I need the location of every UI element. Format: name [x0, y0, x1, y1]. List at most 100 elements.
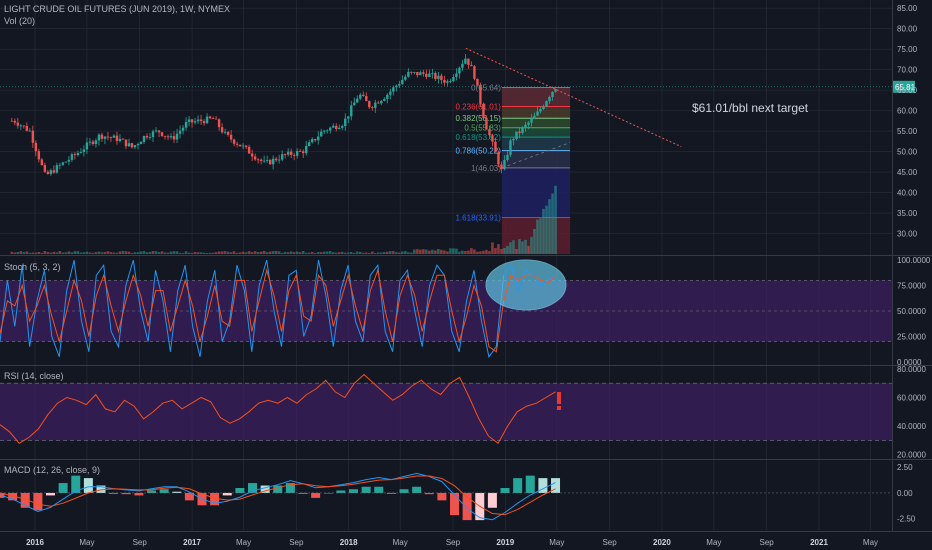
candle-body — [262, 160, 266, 162]
volume-bar — [46, 252, 50, 254]
candle-body — [130, 143, 134, 148]
candle-body — [401, 79, 404, 85]
volume-bar — [401, 251, 404, 254]
candle-body — [497, 152, 500, 165]
candle-body — [548, 97, 551, 102]
volume-bar — [346, 252, 350, 254]
candle-body — [61, 162, 65, 165]
candle-body — [235, 143, 239, 145]
volume-bar — [172, 251, 176, 254]
candle-body — [467, 58, 470, 65]
volume-bar — [479, 251, 482, 254]
volume-bar — [361, 252, 365, 254]
candle-body — [509, 140, 512, 155]
volume-bar — [217, 251, 221, 254]
volume-bar — [422, 249, 425, 254]
volume-bar — [196, 252, 200, 254]
volume-bar — [136, 252, 140, 254]
x-tick-label: Sep — [289, 538, 304, 547]
candle-body — [136, 144, 140, 146]
stoch-d-line — [0, 268, 556, 353]
candle-body — [196, 119, 200, 122]
exclamation-mark-icon — [557, 406, 561, 410]
x-tick-label: 2017 — [183, 538, 201, 547]
x-tick-label: 2018 — [340, 538, 358, 547]
x-tick-label: May — [706, 538, 721, 547]
volume-bar — [31, 252, 35, 254]
candle-body — [344, 118, 347, 127]
volume-bar — [154, 251, 158, 254]
volume-bar — [262, 251, 266, 254]
candle-body — [419, 72, 422, 76]
x-tick-label: May — [393, 538, 408, 547]
volume-bar — [551, 193, 554, 254]
volume-bar — [446, 251, 449, 254]
candle-body — [40, 159, 44, 166]
volume-bar — [16, 251, 20, 254]
volume-bar — [449, 248, 452, 254]
candle-body — [359, 94, 362, 99]
volume-bar — [187, 252, 191, 254]
volume-bar — [482, 250, 485, 254]
volume-bar — [334, 252, 338, 254]
volume-bar — [527, 245, 530, 254]
candle-body — [88, 141, 92, 143]
candle-body — [148, 137, 152, 138]
macd-histogram-bar — [172, 491, 182, 493]
candle-body — [175, 133, 179, 140]
macd-histogram-bar — [210, 492, 220, 506]
fib-level-label: 1(46.03) — [471, 164, 501, 173]
rsi-tick-label: 40.0000 — [897, 422, 926, 431]
macd-histogram-bar — [33, 492, 43, 511]
candle-body — [407, 71, 410, 77]
volume-bar — [22, 252, 26, 254]
candle-body — [103, 136, 107, 139]
volume-bar — [163, 252, 167, 254]
macd-histogram-bar — [121, 492, 131, 495]
volume-bar — [139, 251, 143, 254]
candle-body — [533, 115, 536, 119]
volume-bar — [277, 251, 281, 254]
rsi-band — [0, 383, 892, 441]
candle-body — [500, 164, 503, 170]
candle-body — [247, 146, 251, 154]
candle-body — [301, 151, 305, 154]
candle-body — [320, 131, 323, 137]
volume-bar — [79, 252, 83, 254]
candle-body — [85, 142, 89, 150]
volume-bar — [100, 252, 104, 254]
macd-histogram-bar — [109, 492, 119, 494]
volume-bar — [383, 252, 386, 254]
macd-histogram-bar — [235, 488, 245, 493]
volume-bar — [322, 251, 326, 254]
volume-bar — [286, 252, 290, 254]
volume-bar — [130, 252, 134, 254]
macd-histogram-bar — [551, 478, 561, 493]
volume-bar — [431, 249, 434, 254]
candle-body — [73, 154, 77, 156]
volume-bar — [283, 251, 287, 254]
volume-bar — [208, 252, 212, 254]
candle-body — [413, 72, 416, 73]
stoch-legend: Stoch (5, 3, 2) — [4, 262, 61, 272]
candle-body — [338, 127, 341, 130]
candle-body — [55, 165, 59, 173]
volume-bar — [49, 252, 53, 254]
fib-level-label: 0.5(55.83) — [464, 124, 501, 133]
candle-body — [449, 81, 452, 82]
volume-bar — [376, 252, 380, 254]
x-tick-label: Sep — [760, 538, 775, 547]
macd-histogram-bar — [260, 485, 270, 493]
volume-bar — [82, 252, 86, 254]
volume-bar — [298, 252, 302, 254]
fib-zone — [501, 217, 571, 254]
candle-body — [374, 102, 377, 108]
macd-histogram-bar — [311, 492, 321, 498]
volume-bar — [211, 252, 215, 254]
macd-histogram-bar — [462, 492, 472, 521]
candle-body — [169, 136, 173, 138]
candle-body — [368, 101, 371, 108]
volume-bar — [244, 252, 248, 254]
candle-body — [323, 130, 326, 132]
volume-bar — [494, 248, 497, 254]
